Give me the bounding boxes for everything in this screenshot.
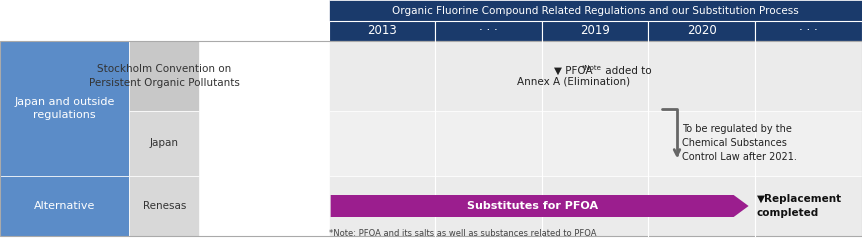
Text: ▼ PFOA: ▼ PFOA: [554, 66, 593, 76]
FancyBboxPatch shape: [329, 176, 862, 236]
FancyBboxPatch shape: [0, 176, 130, 236]
Text: added to: added to: [602, 66, 651, 76]
FancyBboxPatch shape: [541, 21, 649, 41]
Text: 2020: 2020: [687, 25, 716, 38]
Text: *Note: *Note: [582, 65, 602, 71]
FancyBboxPatch shape: [329, 111, 862, 176]
FancyBboxPatch shape: [435, 21, 541, 41]
Text: 2019: 2019: [580, 25, 610, 38]
Text: Organic Fluorine Compound Related Regulations and our Substitution Process: Organic Fluorine Compound Related Regula…: [392, 6, 798, 15]
FancyBboxPatch shape: [329, 21, 435, 41]
Text: Renesas: Renesas: [143, 201, 186, 211]
Text: · · ·: · · ·: [479, 25, 498, 38]
Polygon shape: [330, 195, 748, 217]
Text: · · ·: · · ·: [799, 25, 817, 38]
FancyBboxPatch shape: [649, 21, 755, 41]
FancyBboxPatch shape: [130, 41, 199, 111]
Text: ▼Replacement
completed: ▼Replacement completed: [757, 194, 842, 218]
Text: Substitutes for PFOA: Substitutes for PFOA: [466, 201, 598, 211]
Text: Japan: Japan: [150, 139, 179, 148]
Text: Stockholm Convention on
Persistent Organic Pollutants: Stockholm Convention on Persistent Organ…: [89, 64, 240, 87]
Text: 2013: 2013: [367, 25, 397, 38]
FancyBboxPatch shape: [755, 21, 862, 41]
Text: Japan and outside
regulations: Japan and outside regulations: [15, 97, 115, 120]
FancyBboxPatch shape: [130, 111, 199, 176]
Text: Alternative: Alternative: [34, 201, 95, 211]
FancyBboxPatch shape: [329, 0, 862, 21]
FancyBboxPatch shape: [0, 41, 130, 176]
FancyBboxPatch shape: [329, 41, 862, 111]
FancyBboxPatch shape: [130, 176, 199, 236]
Text: *Note: PFOA and its salts as well as substances related to PFOA: *Note: PFOA and its salts as well as sub…: [329, 229, 596, 238]
Text: Annex A (Elimination): Annex A (Elimination): [517, 76, 631, 86]
Text: To be regulated by the
Chemical Substances
Control Law after 2021.: To be regulated by the Chemical Substanc…: [682, 125, 797, 162]
